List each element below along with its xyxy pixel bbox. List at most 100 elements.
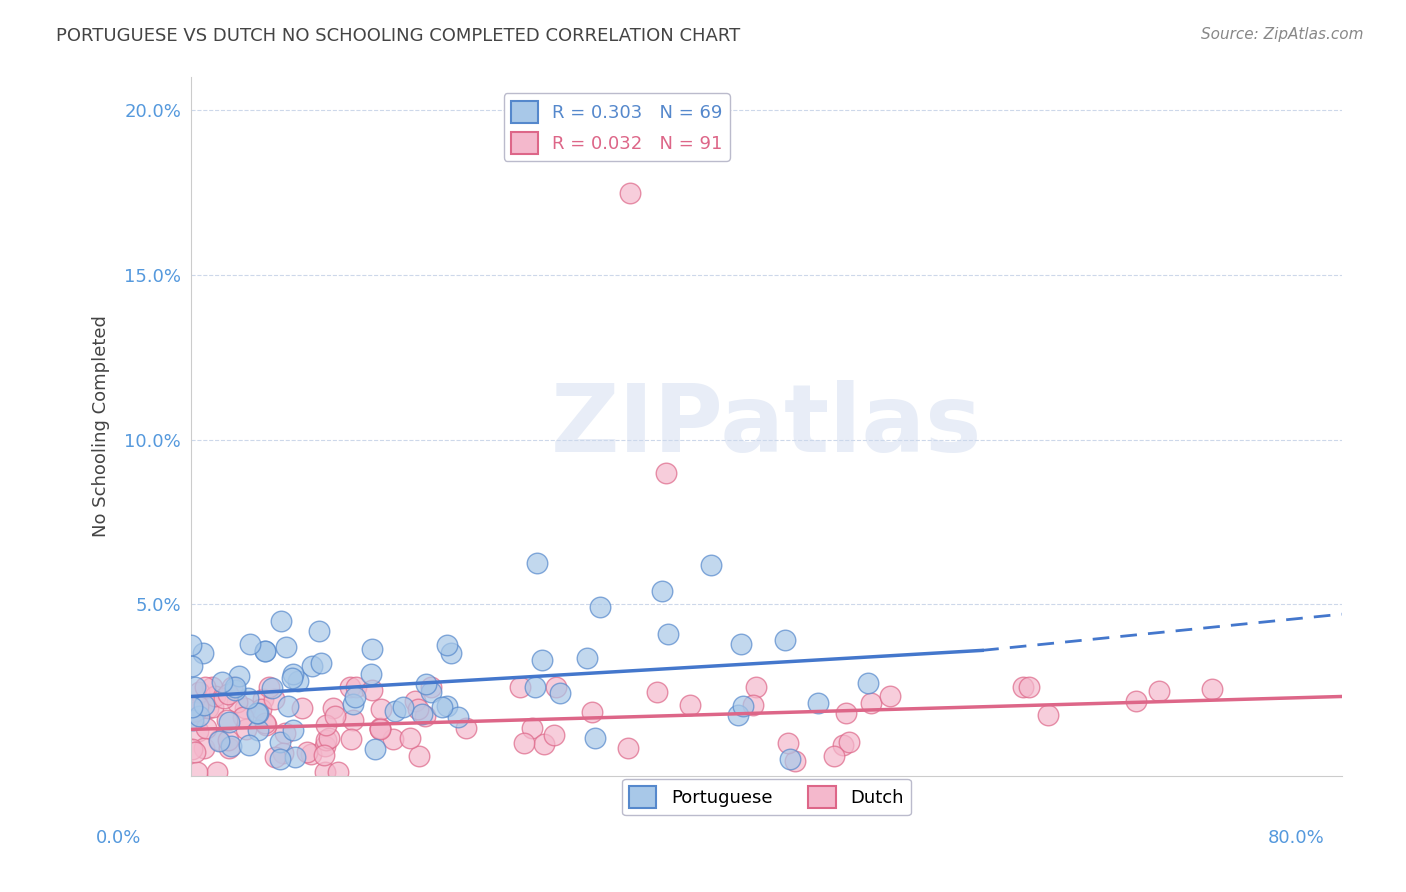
Point [260,681,283,695]
Point [733,699,755,714]
Point [254,718,277,732]
Point [415,677,437,691]
Point [247,706,270,721]
Point [238,738,260,752]
Point [283,667,305,681]
Text: ZIPatlas: ZIPatlas [551,381,981,473]
Point [654,466,676,480]
Point [281,723,304,737]
Point [392,700,415,714]
Point [533,737,555,751]
Point [361,642,384,657]
Point [679,698,702,712]
Point [219,739,242,753]
Point [730,637,752,651]
Point [257,680,280,694]
Point [879,689,901,703]
Point [824,748,846,763]
Point [218,740,240,755]
Point [187,698,209,713]
Point [382,732,405,747]
Point [589,600,612,615]
Point [368,723,391,737]
Point [404,694,426,708]
Point [314,739,336,754]
Point [252,691,274,706]
Point [1125,694,1147,708]
Point [207,765,229,780]
Point [214,691,236,706]
Y-axis label: No Schooling Completed: No Schooling Completed [93,316,110,537]
Point [323,709,346,723]
Point [657,626,679,640]
Point [436,638,458,652]
Point [342,698,364,712]
Point [186,765,208,780]
Point [531,653,554,667]
Point [217,732,239,747]
Point [581,705,603,719]
Point [299,747,322,762]
Point [526,556,548,570]
Point [218,715,240,730]
Point [406,702,429,716]
Point [651,584,673,599]
Legend: Portuguese, Dutch: Portuguese, Dutch [621,779,911,815]
Point [408,748,430,763]
Point [193,741,215,756]
Point [226,695,249,709]
Point [1018,680,1040,694]
Point [202,699,225,714]
Point [224,680,246,694]
Point [181,703,204,717]
Point [415,708,437,723]
Point [183,681,205,695]
Point [838,734,860,748]
Point [360,666,382,681]
Point [384,704,406,718]
Point [807,696,830,710]
Point [343,690,366,704]
Point [370,701,392,715]
Point [860,696,883,710]
Point [208,732,231,747]
Point [544,680,567,694]
Point [342,713,364,727]
Point [181,658,204,673]
Point [211,675,233,690]
Point [277,698,299,713]
Point [856,676,879,690]
Point [269,735,291,749]
Point [236,691,259,706]
Point [228,668,250,682]
Point [301,658,323,673]
Point [232,709,254,723]
Point [727,708,749,723]
Point [254,644,277,658]
Point [201,680,224,694]
Point [344,680,367,694]
Point [583,731,606,745]
Point [454,721,477,735]
Point [308,624,330,639]
Point [297,746,319,760]
Point [360,683,382,698]
Point [270,614,292,628]
Point [835,706,858,721]
Point [619,186,641,200]
Point [411,706,433,721]
Point [263,692,285,706]
Point [221,680,243,694]
Point [281,671,304,685]
Point [239,637,262,651]
Point [328,765,350,780]
Point [778,736,800,750]
Point [253,643,276,657]
Point [364,741,387,756]
Point [250,702,273,716]
Point [617,740,640,755]
Point [430,700,453,714]
Point [194,680,217,694]
Point [217,713,239,727]
Point [420,685,443,699]
